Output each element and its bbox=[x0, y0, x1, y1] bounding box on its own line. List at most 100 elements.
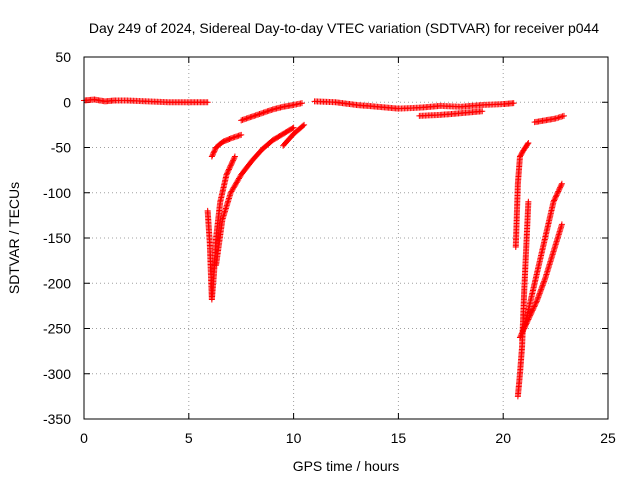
data-point bbox=[210, 150, 217, 157]
data-point bbox=[238, 131, 245, 138]
data-point bbox=[223, 171, 230, 178]
data-point bbox=[298, 100, 305, 107]
y-tick-label: 50 bbox=[55, 49, 71, 65]
data-point bbox=[234, 178, 241, 185]
data-point bbox=[225, 167, 232, 174]
data-point bbox=[229, 185, 236, 192]
data-point bbox=[551, 196, 558, 203]
data-point bbox=[555, 187, 562, 194]
y-tick-label: -250 bbox=[43, 321, 71, 337]
y-tick-label: -200 bbox=[43, 275, 71, 291]
y-tick-label: -50 bbox=[51, 140, 71, 156]
data-point bbox=[532, 300, 539, 307]
data-point bbox=[231, 154, 238, 161]
data-point bbox=[235, 176, 242, 183]
data-point bbox=[554, 191, 561, 198]
data-point bbox=[209, 152, 216, 159]
data-point bbox=[519, 328, 526, 335]
data-point bbox=[226, 165, 233, 172]
data-point bbox=[230, 156, 237, 163]
data-point bbox=[525, 198, 532, 205]
data-point bbox=[533, 299, 540, 306]
data-point bbox=[560, 112, 567, 119]
data-point bbox=[553, 192, 560, 199]
data-point bbox=[229, 187, 236, 194]
grid-lines bbox=[84, 57, 608, 419]
data-point bbox=[224, 170, 231, 177]
data-point bbox=[230, 157, 237, 164]
data-point bbox=[518, 331, 525, 338]
data-point bbox=[558, 221, 565, 228]
x-tick-label: 0 bbox=[80, 430, 88, 446]
data-point bbox=[211, 148, 218, 155]
y-axis-label: SDTVAR / TECUs bbox=[6, 182, 22, 294]
data-point bbox=[236, 174, 243, 181]
data-point bbox=[231, 183, 238, 190]
data-point bbox=[524, 141, 531, 148]
axis-ticks bbox=[83, 56, 609, 420]
data-point bbox=[233, 179, 240, 186]
data-point bbox=[557, 184, 564, 191]
data-points bbox=[81, 96, 567, 400]
x-tick-label: 15 bbox=[391, 430, 407, 446]
y-tick-label: -350 bbox=[43, 411, 71, 427]
x-tick-label: 20 bbox=[495, 430, 511, 446]
data-point bbox=[211, 147, 218, 154]
data-point bbox=[528, 308, 535, 315]
data-point bbox=[235, 175, 242, 182]
data-point bbox=[528, 309, 535, 316]
data-point bbox=[232, 181, 239, 188]
x-axis-label: GPS time / hours bbox=[293, 458, 400, 474]
data-point bbox=[518, 330, 525, 337]
data-point bbox=[232, 180, 239, 187]
x-tick-label: 10 bbox=[286, 430, 302, 446]
data-point bbox=[516, 334, 523, 341]
chart-title: Day 249 of 2024, Sidereal Day-to-day VTE… bbox=[89, 20, 599, 36]
data-point bbox=[519, 329, 526, 336]
data-point bbox=[550, 198, 557, 205]
x-tick-label: 5 bbox=[185, 430, 193, 446]
data-point bbox=[558, 181, 565, 188]
y-tick-label: -150 bbox=[43, 230, 71, 246]
data-point bbox=[227, 189, 234, 196]
data-point bbox=[557, 183, 564, 190]
data-point bbox=[510, 100, 517, 107]
tick-labels: 0 5 10 15 20 25 50 0 -50 -100 -150 -200 -250 -300 -350 bbox=[43, 49, 616, 446]
data-point bbox=[289, 125, 296, 132]
x-tick-label: 25 bbox=[600, 430, 616, 446]
data-point bbox=[231, 153, 238, 160]
data-point bbox=[520, 326, 527, 333]
data-point bbox=[210, 149, 217, 156]
y-tick-label: -100 bbox=[43, 185, 71, 201]
y-tick-label: 0 bbox=[63, 94, 71, 110]
data-point bbox=[208, 153, 215, 160]
y-tick-label: -300 bbox=[43, 366, 71, 382]
data-point bbox=[226, 135, 233, 142]
data-point bbox=[227, 163, 234, 170]
data-point bbox=[552, 194, 559, 201]
data-point bbox=[525, 139, 532, 146]
data-point bbox=[300, 122, 307, 129]
data-point bbox=[228, 188, 235, 195]
plot-frame bbox=[83, 56, 609, 420]
data-point bbox=[531, 303, 538, 310]
data-point bbox=[230, 184, 237, 191]
data-point bbox=[552, 193, 559, 200]
data-point bbox=[224, 169, 231, 176]
data-point bbox=[479, 108, 486, 115]
data-point bbox=[551, 197, 558, 204]
data-point bbox=[558, 180, 565, 187]
data-point bbox=[225, 166, 232, 173]
data-point bbox=[301, 121, 308, 128]
data-point bbox=[517, 333, 524, 340]
data-point bbox=[227, 162, 234, 169]
data-point bbox=[554, 189, 561, 196]
data-point bbox=[555, 188, 562, 195]
data-point bbox=[290, 124, 297, 131]
data-point bbox=[529, 307, 536, 314]
data-point bbox=[228, 161, 235, 168]
data-point bbox=[204, 99, 211, 106]
data-point bbox=[556, 185, 563, 192]
data-point bbox=[531, 302, 538, 309]
